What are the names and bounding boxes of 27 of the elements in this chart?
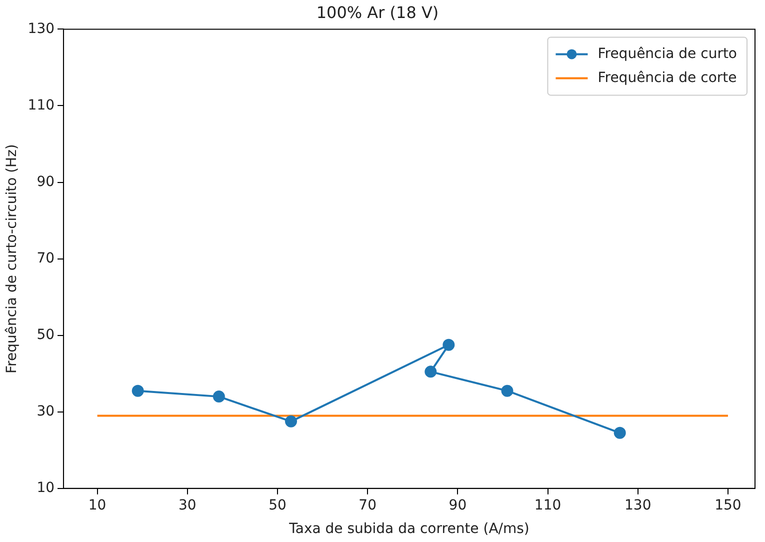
point xyxy=(442,338,455,351)
point xyxy=(132,384,144,397)
y-axis-title: Frequência de curto-circuito (Hz) xyxy=(4,144,20,374)
legend-label: Frequência de curto xyxy=(598,46,738,62)
y-tick-label: 30 xyxy=(36,404,55,420)
x-tick-label: 10 xyxy=(88,497,106,514)
x-tick-label: 30 xyxy=(178,497,196,514)
x-tick-label: 150 xyxy=(714,497,742,514)
y-tick-label: 10 xyxy=(36,480,55,496)
x-tick-label: 50 xyxy=(268,497,286,514)
y-tick-label: 110 xyxy=(28,97,55,114)
point xyxy=(212,390,225,403)
point xyxy=(501,384,514,397)
y-tick-label: 90 xyxy=(36,174,55,190)
point xyxy=(285,415,298,428)
legend-label: Frequência de corte xyxy=(598,70,737,86)
x-tick-label: 90 xyxy=(448,497,467,514)
y-tick-label: 130 xyxy=(28,20,55,37)
chart-title: 100% Ar (18 V) xyxy=(316,2,439,22)
x-axis-title: Taxa de subida da corrente (A/ms) xyxy=(288,521,530,538)
x-tick-label: 70 xyxy=(358,497,377,514)
x-tick-label: 110 xyxy=(534,497,562,514)
y-tick-label: 50 xyxy=(36,326,55,343)
point xyxy=(614,426,626,439)
y-tick-label: 70 xyxy=(36,250,55,266)
x-tick-label: 130 xyxy=(624,497,652,514)
point xyxy=(424,366,437,378)
